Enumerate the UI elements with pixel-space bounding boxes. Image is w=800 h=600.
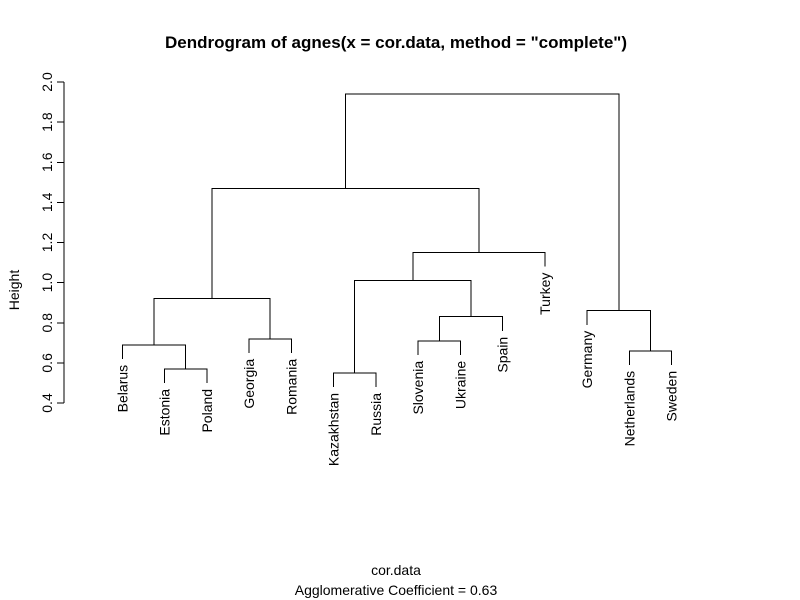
- leaf-label-ukraine: Ukraine: [452, 361, 468, 409]
- merge-link-gr: [248, 338, 292, 353]
- merge-link-ep: [164, 368, 208, 383]
- leaf-label-georgia: Georgia: [241, 359, 257, 409]
- y-tick-label: 1.4: [39, 192, 55, 212]
- y-axis-label: Height: [6, 270, 22, 311]
- y-tick-label: 0.8: [39, 313, 55, 333]
- leaf-label-estonia: Estonia: [157, 389, 173, 436]
- merge-link-kr: [333, 372, 377, 387]
- leaf-label-kazakhstan: Kazakhstan: [326, 393, 342, 466]
- merge-link-ns: [628, 350, 673, 365]
- leaf-label-sweden: Sweden: [664, 371, 680, 422]
- merge-link-gns: [586, 310, 652, 351]
- merge-link-bep: [121, 344, 187, 369]
- merge-link-krsus: [354, 280, 472, 373]
- y-tick-label: 1.2: [39, 233, 55, 253]
- y-tick-label: 0.4: [39, 393, 55, 413]
- leaf-label-netherlands: Netherlands: [621, 371, 637, 447]
- leaf-label-russia: Russia: [368, 393, 384, 436]
- merge-link-bepgr: [153, 298, 271, 345]
- y-tick-label: 1.8: [39, 112, 55, 132]
- chart-title: Dendrogram of agnes(x = cor.data, method…: [165, 33, 627, 52]
- leaf-label-turkey: Turkey: [537, 273, 553, 315]
- y-axis: 0.4 0.6 0.8 1.0 1.2 1.4 1.6 1.8 2.0: [39, 72, 65, 413]
- x-axis-label: cor.data: [371, 562, 421, 578]
- leaf-label-belarus: Belarus: [114, 365, 130, 412]
- merge-link-krsust: [412, 252, 546, 281]
- merge-link-east: [211, 187, 480, 299]
- leaf-label-germany: Germany: [579, 331, 595, 389]
- leaf-label-poland: Poland: [199, 389, 215, 433]
- dendrogram-links: [121, 93, 673, 387]
- y-tick-label: 2.0: [39, 72, 55, 92]
- agglomerative-coefficient-label: Agglomerative Coefficient = 0.63: [295, 582, 498, 598]
- y-tick-label: 1.6: [39, 152, 55, 172]
- merge-link-all: [344, 93, 620, 311]
- leaf-label-slovenia: Slovenia: [410, 361, 426, 415]
- leaf-label-spain: Spain: [495, 337, 511, 373]
- merge-link-sus: [438, 316, 504, 341]
- leaf-label-romania: Romania: [283, 359, 299, 415]
- leaf-labels: Belarus Estonia Poland Georgia Romania Kazakh…: [114, 273, 679, 467]
- y-tick-label: 0.6: [39, 353, 55, 373]
- y-tick-label: 1.0: [39, 273, 55, 293]
- merge-link-su: [417, 340, 461, 355]
